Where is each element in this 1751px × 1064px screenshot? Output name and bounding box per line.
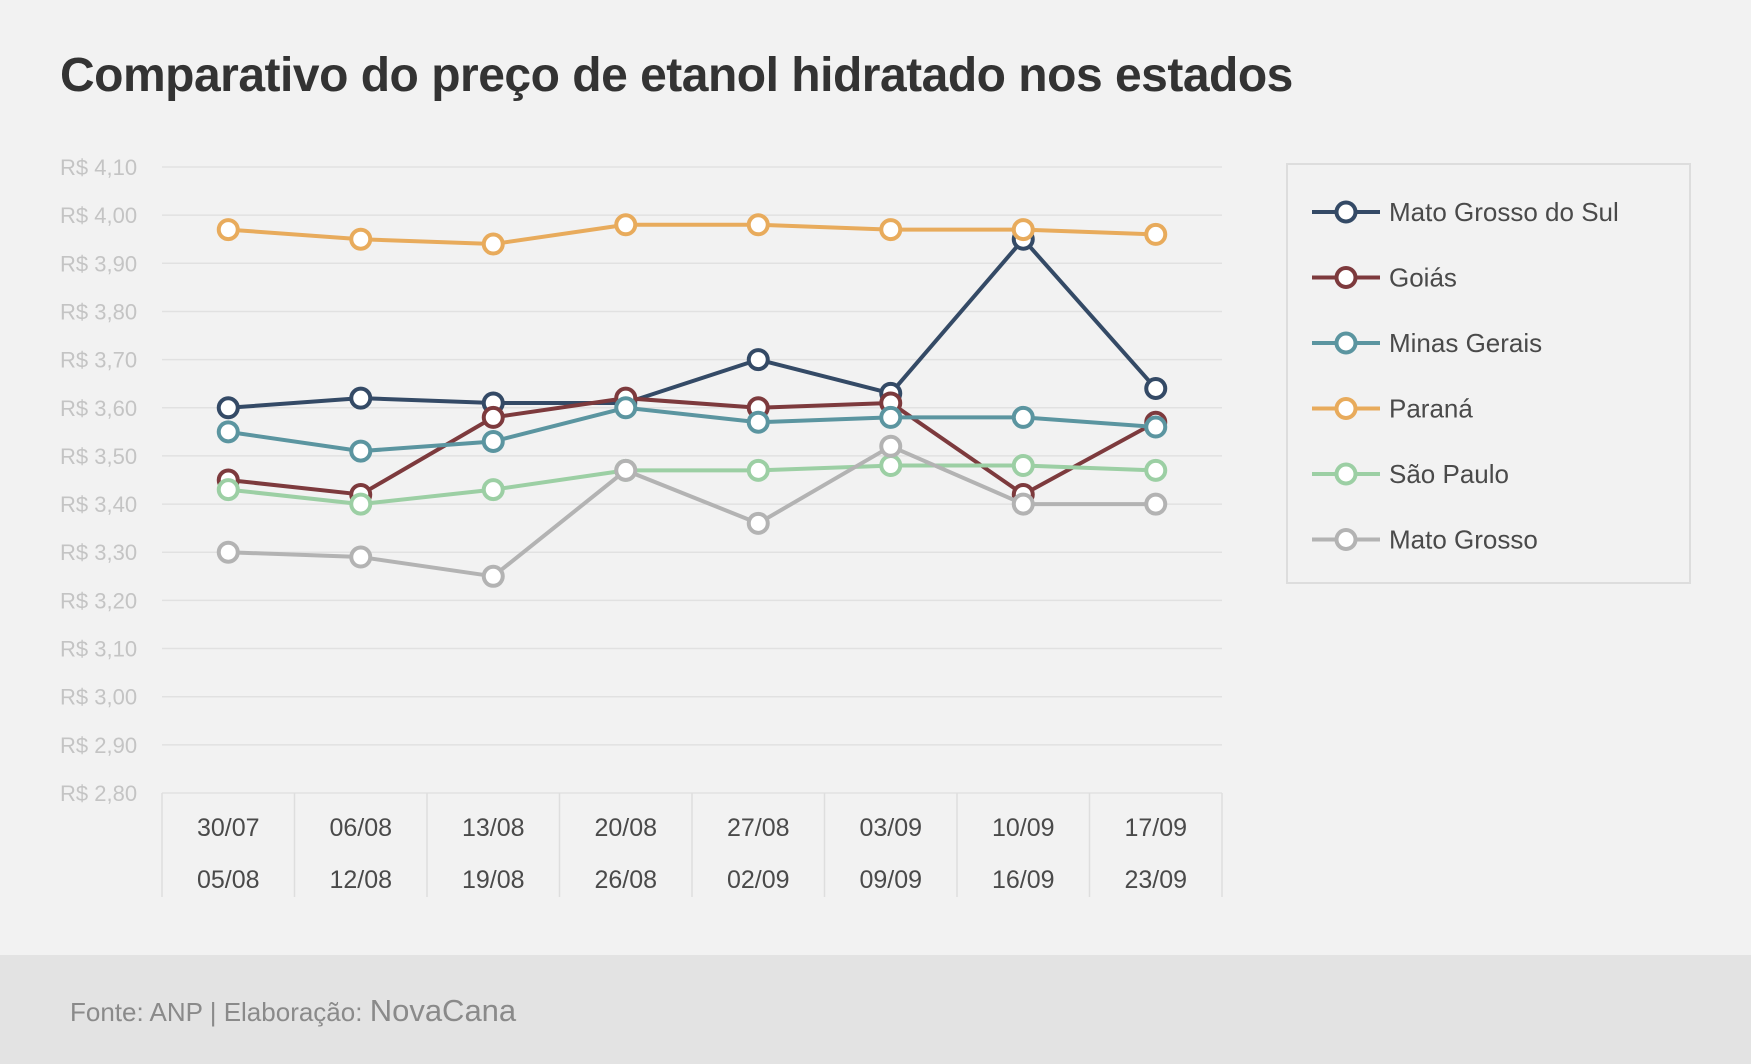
legend-box: [1286, 163, 1691, 584]
data-point: [746, 213, 770, 237]
x-tick-label-end: 19/08: [462, 866, 525, 894]
data-point: [216, 218, 240, 242]
legend-marker: [1334, 397, 1358, 420]
y-tick-label: R$ 3,00: [60, 685, 137, 710]
y-tick-label: R$ 3,10: [60, 637, 137, 662]
y-tick-label: R$ 3,70: [60, 348, 137, 373]
data-point: [1144, 222, 1168, 246]
data-point: [1144, 415, 1168, 439]
legend-label: Mato Grosso do Sul: [1389, 197, 1619, 227]
x-axis: 30/07 05/08 06/08 12/08 13/08 19/08 20/08 26/08…: [161, 793, 1223, 897]
data-point: [879, 434, 903, 458]
chart-title: Comparativo do preço de etanol hidratado…: [60, 49, 1293, 102]
y-tick-label: R$ 3,60: [60, 396, 137, 421]
x-tick-label-end: 02/09: [727, 866, 790, 894]
data-point: [1144, 492, 1168, 516]
x-tick-label-start: 10/09: [992, 814, 1055, 842]
data-point: [746, 458, 770, 482]
y-tick-label: R$ 3,40: [60, 492, 137, 517]
legend-marker: [1334, 266, 1358, 289]
y-tick-label: R$ 4,00: [60, 203, 137, 228]
y-tick-label: R$ 3,30: [60, 540, 137, 565]
x-tick-label-start: 20/08: [594, 814, 657, 842]
data-point: [349, 545, 373, 569]
data-point: [614, 458, 638, 482]
series-line: [226, 463, 1158, 507]
data-point: [746, 348, 770, 372]
data-point: [349, 386, 373, 410]
data-point: [349, 492, 373, 516]
data-point: [481, 564, 505, 588]
source-credit: Fonte: ANP | Elaboração: NovaCana: [70, 993, 516, 1029]
data-point: [349, 439, 373, 463]
data-point: [1144, 377, 1168, 401]
grid-lines: [162, 166, 1222, 794]
y-tick-label: R$ 3,50: [60, 444, 137, 469]
x-tick-label-end: 12/08: [329, 866, 392, 894]
x-tick-label-end: 26/08: [594, 866, 657, 894]
data-point: [1011, 218, 1035, 242]
y-tick-label: R$ 2,90: [60, 733, 137, 758]
series-line: [226, 237, 1158, 410]
data-point: [746, 511, 770, 535]
data-point: [349, 227, 373, 251]
data-point: [1011, 454, 1035, 478]
data-point: [879, 454, 903, 478]
series-line: [226, 396, 1158, 497]
x-tick-label-start: 03/09: [859, 814, 922, 842]
data-point: [481, 232, 505, 256]
x-tick-label-end: 09/09: [859, 866, 922, 894]
data-point: [481, 405, 505, 429]
legend-label: Paraná: [1389, 394, 1473, 424]
y-tick-label: R$ 4,10: [60, 155, 137, 180]
x-tick-label-end: 16/09: [992, 866, 1055, 894]
line-chart: R$ 2,80 R$ 2,90 R$ 3,00 R$ 3,10 R$ 3,20 R$ 3,…: [60, 155, 1691, 897]
y-tick-label: R$ 3,90: [60, 251, 137, 276]
legend: Mato Grosso do Sul Goiás Minas Gerais Paran…: [1286, 163, 1691, 584]
data-point: [481, 429, 505, 453]
brand-name: NovaCana: [369, 993, 517, 1028]
series-line: [226, 222, 1158, 247]
legend-marker: [1334, 528, 1358, 551]
legend-marker: [1334, 331, 1358, 355]
legend-label: Minas Gerais: [1389, 328, 1542, 358]
data-point: [879, 405, 903, 429]
data-point: [216, 540, 240, 564]
y-tick-label: R$ 3,80: [60, 299, 137, 324]
data-point: [746, 410, 770, 434]
series-lines: [216, 213, 1168, 588]
legend-marker: [1334, 462, 1358, 486]
data-point: [216, 420, 240, 444]
legend-label: São Paulo: [1389, 459, 1509, 489]
legend-label: Goiás: [1389, 263, 1457, 293]
x-tick-label-start: 06/08: [329, 814, 392, 842]
data-point: [879, 218, 903, 242]
data-point: [216, 396, 240, 420]
y-axis: R$ 2,80 R$ 2,90 R$ 3,00 R$ 3,10 R$ 3,20 R$ 3,…: [60, 155, 137, 806]
data-point: [614, 213, 638, 237]
x-tick-label-end: 05/08: [197, 866, 260, 894]
series-line: [226, 444, 1158, 579]
x-tick-label-start: 27/08: [727, 814, 790, 842]
footer: Fonte: ANP | Elaboração: NovaCana: [0, 955, 1751, 1064]
x-tick-label-end: 23/09: [1124, 866, 1187, 894]
x-tick-label-start: 17/09: [1124, 814, 1187, 842]
series-line: [226, 405, 1158, 454]
data-point: [1144, 458, 1168, 482]
y-tick-label: R$ 2,80: [60, 781, 137, 806]
legend-marker: [1334, 200, 1358, 224]
y-tick-label: R$ 3,20: [60, 588, 137, 613]
x-tick-label-start: 13/08: [462, 814, 525, 842]
source-text: Fonte: ANP | Elaboração:: [70, 997, 363, 1027]
data-point: [216, 478, 240, 502]
data-point: [1011, 492, 1035, 516]
data-point: [1011, 405, 1035, 429]
x-tick-label-start: 30/07: [197, 814, 260, 842]
data-point: [481, 478, 505, 502]
data-point: [614, 396, 638, 420]
legend-label: Mato Grosso: [1389, 525, 1538, 555]
